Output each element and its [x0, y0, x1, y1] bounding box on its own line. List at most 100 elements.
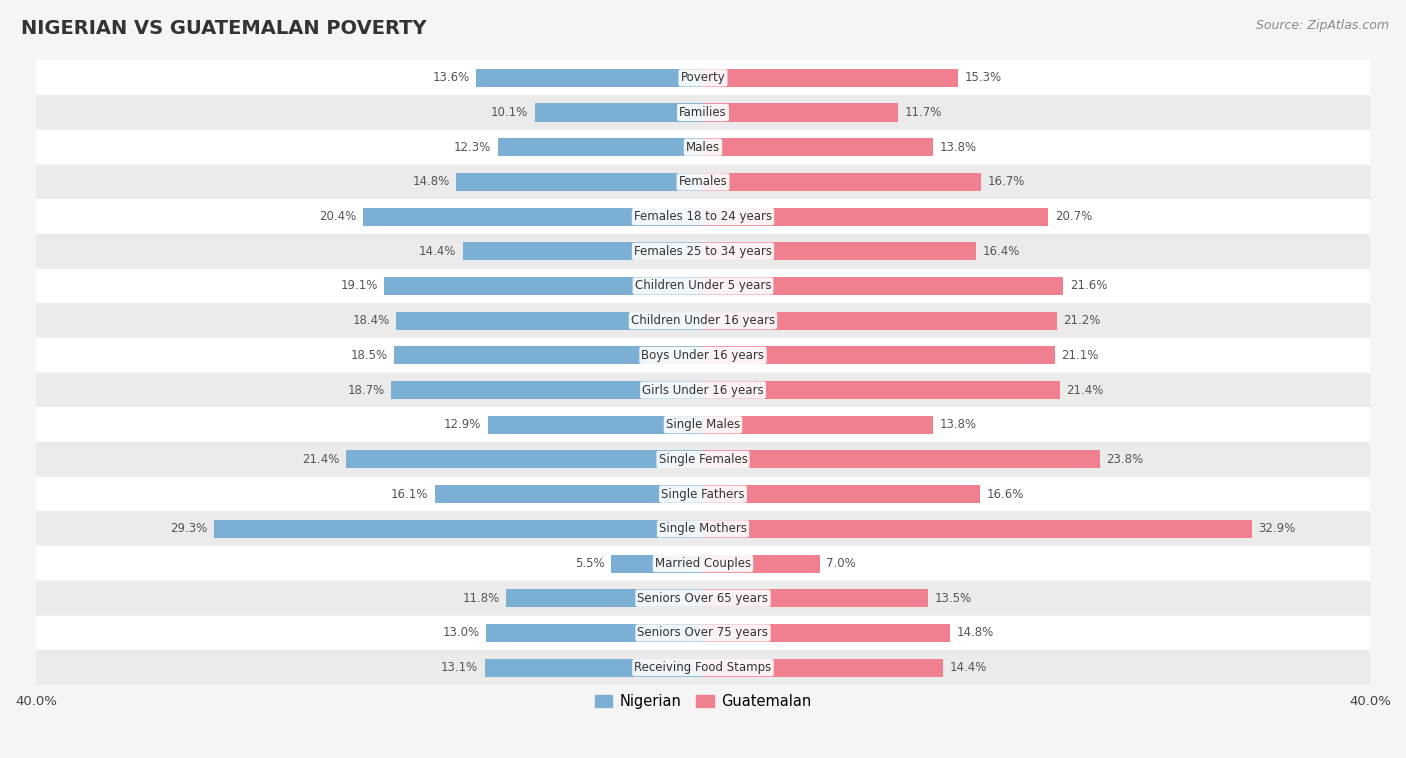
Bar: [703, 208, 1049, 226]
Text: 12.3%: 12.3%: [454, 141, 491, 154]
Legend: Nigerian, Guatemalan: Nigerian, Guatemalan: [589, 688, 817, 715]
Text: 18.4%: 18.4%: [353, 314, 389, 327]
Text: Receiving Food Stamps: Receiving Food Stamps: [634, 661, 772, 674]
Text: Children Under 5 years: Children Under 5 years: [634, 280, 772, 293]
Text: 18.5%: 18.5%: [350, 349, 388, 362]
Bar: [214, 520, 703, 538]
Bar: [477, 69, 703, 87]
Text: Married Couples: Married Couples: [655, 557, 751, 570]
Text: Girls Under 16 years: Girls Under 16 years: [643, 384, 763, 396]
Text: 16.6%: 16.6%: [987, 487, 1024, 500]
Bar: [506, 589, 703, 607]
Bar: [612, 555, 703, 572]
Text: 18.7%: 18.7%: [347, 384, 384, 396]
Text: Females 18 to 24 years: Females 18 to 24 years: [634, 210, 772, 223]
Text: Single Males: Single Males: [666, 418, 740, 431]
Bar: [486, 624, 703, 642]
Bar: [37, 234, 1369, 268]
Text: 21.4%: 21.4%: [302, 453, 339, 466]
Bar: [37, 130, 1369, 164]
Bar: [37, 338, 1369, 373]
Bar: [703, 659, 943, 677]
Text: 20.4%: 20.4%: [319, 210, 356, 223]
Text: 19.1%: 19.1%: [340, 280, 378, 293]
Bar: [703, 104, 898, 121]
Text: Males: Males: [686, 141, 720, 154]
Text: 13.6%: 13.6%: [432, 71, 470, 84]
Text: 16.7%: 16.7%: [988, 175, 1025, 189]
Text: 11.8%: 11.8%: [463, 592, 499, 605]
Text: 16.1%: 16.1%: [391, 487, 427, 500]
Bar: [703, 346, 1054, 365]
Text: 13.1%: 13.1%: [440, 661, 478, 674]
Text: Females 25 to 34 years: Females 25 to 34 years: [634, 245, 772, 258]
Text: 14.4%: 14.4%: [950, 661, 987, 674]
Text: 12.9%: 12.9%: [444, 418, 481, 431]
Bar: [384, 277, 703, 295]
Bar: [37, 407, 1369, 442]
Text: NIGERIAN VS GUATEMALAN POVERTY: NIGERIAN VS GUATEMALAN POVERTY: [21, 19, 426, 38]
Text: 7.0%: 7.0%: [827, 557, 856, 570]
Bar: [37, 61, 1369, 96]
Text: Families: Families: [679, 106, 727, 119]
Text: 13.8%: 13.8%: [939, 418, 977, 431]
Bar: [703, 138, 934, 156]
Bar: [37, 547, 1369, 581]
Bar: [703, 415, 934, 434]
Text: Single Females: Single Females: [658, 453, 748, 466]
Bar: [37, 512, 1369, 547]
Text: 21.2%: 21.2%: [1063, 314, 1101, 327]
Bar: [703, 243, 977, 260]
Bar: [703, 69, 957, 87]
Bar: [37, 303, 1369, 338]
Bar: [37, 615, 1369, 650]
Bar: [37, 164, 1369, 199]
Text: Source: ZipAtlas.com: Source: ZipAtlas.com: [1256, 19, 1389, 32]
Text: Boys Under 16 years: Boys Under 16 years: [641, 349, 765, 362]
Bar: [391, 381, 703, 399]
Bar: [703, 589, 928, 607]
Text: 10.1%: 10.1%: [491, 106, 527, 119]
Text: Females: Females: [679, 175, 727, 189]
Text: 5.5%: 5.5%: [575, 557, 605, 570]
Bar: [37, 442, 1369, 477]
Bar: [703, 173, 981, 191]
Bar: [703, 381, 1060, 399]
Text: Poverty: Poverty: [681, 71, 725, 84]
Text: 11.7%: 11.7%: [905, 106, 942, 119]
Bar: [703, 485, 980, 503]
Text: 32.9%: 32.9%: [1258, 522, 1295, 535]
Text: 23.8%: 23.8%: [1107, 453, 1143, 466]
Text: 21.6%: 21.6%: [1070, 280, 1108, 293]
Text: 14.4%: 14.4%: [419, 245, 456, 258]
Text: Single Mothers: Single Mothers: [659, 522, 747, 535]
Bar: [37, 477, 1369, 512]
Bar: [395, 346, 703, 365]
Text: 13.0%: 13.0%: [443, 626, 479, 640]
Bar: [498, 138, 703, 156]
Bar: [37, 650, 1369, 685]
Text: Single Fathers: Single Fathers: [661, 487, 745, 500]
Bar: [703, 520, 1251, 538]
Bar: [37, 581, 1369, 615]
Text: 14.8%: 14.8%: [956, 626, 994, 640]
Bar: [37, 199, 1369, 234]
Text: 14.8%: 14.8%: [412, 175, 450, 189]
Bar: [396, 312, 703, 330]
Text: 21.4%: 21.4%: [1067, 384, 1104, 396]
Text: 13.8%: 13.8%: [939, 141, 977, 154]
Bar: [534, 104, 703, 121]
Text: 13.5%: 13.5%: [935, 592, 972, 605]
Text: 16.4%: 16.4%: [983, 245, 1021, 258]
Text: 21.1%: 21.1%: [1062, 349, 1099, 362]
Text: 29.3%: 29.3%: [170, 522, 208, 535]
Text: Seniors Over 75 years: Seniors Over 75 years: [637, 626, 769, 640]
Bar: [346, 450, 703, 468]
Text: Children Under 16 years: Children Under 16 years: [631, 314, 775, 327]
Bar: [703, 624, 950, 642]
Bar: [37, 96, 1369, 130]
Bar: [363, 208, 703, 226]
Bar: [488, 415, 703, 434]
Bar: [485, 659, 703, 677]
Text: Seniors Over 65 years: Seniors Over 65 years: [637, 592, 769, 605]
